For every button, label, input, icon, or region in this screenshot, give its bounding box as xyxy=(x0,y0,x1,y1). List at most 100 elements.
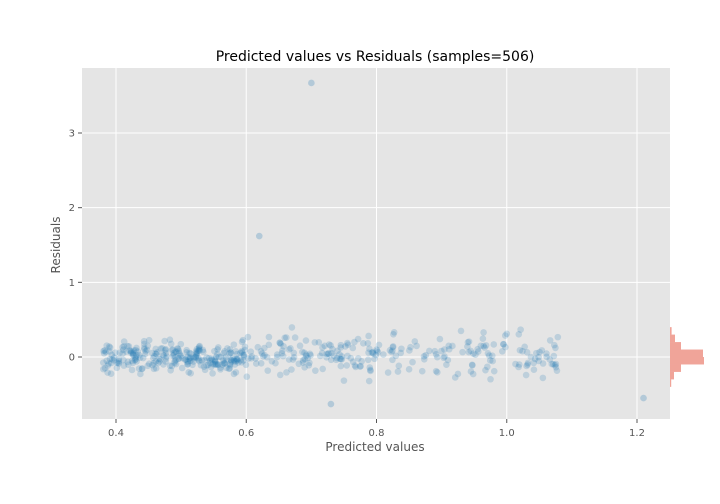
data-point xyxy=(522,371,530,379)
data-point xyxy=(184,357,191,365)
data-point xyxy=(515,363,522,371)
data-point xyxy=(480,329,487,336)
data-point xyxy=(273,353,281,361)
data-point xyxy=(500,340,507,348)
data-point xyxy=(130,352,137,359)
data-point xyxy=(211,355,219,363)
data-point xyxy=(181,356,189,363)
data-point xyxy=(374,349,382,356)
data-point xyxy=(325,350,332,358)
data-point xyxy=(264,367,272,374)
data-point xyxy=(543,353,550,361)
data-point xyxy=(296,342,304,350)
data-point xyxy=(500,340,507,348)
data-point xyxy=(279,352,287,360)
data-point xyxy=(245,355,252,362)
data-point xyxy=(285,346,293,353)
data-point xyxy=(323,350,330,358)
data-point xyxy=(521,343,528,351)
data-point xyxy=(372,351,380,359)
data-point xyxy=(211,357,219,365)
data-point xyxy=(299,359,307,366)
data-point xyxy=(290,349,298,357)
data-point xyxy=(241,343,249,350)
data-point xyxy=(519,347,526,355)
data-point xyxy=(152,365,160,372)
data-point xyxy=(380,351,387,358)
data-point xyxy=(426,347,433,355)
data-point xyxy=(100,349,108,357)
data-point xyxy=(132,356,140,363)
histogram-bar xyxy=(670,349,703,357)
data-point xyxy=(479,335,487,342)
data-point xyxy=(159,351,167,359)
data-point xyxy=(550,352,558,360)
data-point xyxy=(230,341,238,348)
data-point xyxy=(472,351,479,359)
data-point xyxy=(283,334,290,341)
data-point xyxy=(115,355,123,363)
data-point xyxy=(171,348,179,355)
data-point xyxy=(342,343,349,350)
data-point xyxy=(170,351,178,359)
data-point xyxy=(184,353,191,361)
data-point xyxy=(306,350,314,358)
data-point xyxy=(214,350,221,358)
data-point xyxy=(162,346,169,354)
data-point xyxy=(265,333,273,341)
data-point xyxy=(220,359,228,366)
data-point xyxy=(389,356,396,364)
data-point xyxy=(337,344,345,351)
data-point xyxy=(464,339,472,346)
data-point xyxy=(223,356,230,363)
data-point xyxy=(138,365,146,373)
data-point xyxy=(175,347,182,355)
data-point xyxy=(533,349,540,357)
data-point xyxy=(364,356,372,364)
data-point xyxy=(539,374,547,382)
data-point xyxy=(120,362,128,369)
histogram-bar xyxy=(670,379,672,387)
data-point xyxy=(105,343,113,350)
data-point xyxy=(464,343,471,350)
data-point xyxy=(211,347,218,355)
data-point xyxy=(186,349,193,357)
data-point xyxy=(291,334,299,341)
data-point xyxy=(553,367,561,374)
data-point xyxy=(552,360,560,368)
data-point xyxy=(311,339,319,346)
data-point xyxy=(111,349,119,357)
data-point xyxy=(100,347,107,355)
data-point xyxy=(128,348,135,356)
data-point xyxy=(233,350,241,358)
data-point xyxy=(129,359,137,367)
data-point xyxy=(185,369,193,376)
data-point xyxy=(183,349,190,356)
data-point xyxy=(171,358,178,365)
data-point xyxy=(351,338,358,346)
data-point xyxy=(336,351,343,358)
data-point xyxy=(119,350,126,357)
data-point xyxy=(268,358,276,365)
data-point xyxy=(237,357,245,364)
data-point xyxy=(389,343,397,350)
data-point xyxy=(302,337,310,344)
data-point xyxy=(503,330,511,338)
data-point xyxy=(196,347,203,355)
data-point xyxy=(209,370,216,377)
data-point xyxy=(252,360,260,367)
data-point xyxy=(108,359,115,367)
data-point xyxy=(441,353,448,360)
data-point xyxy=(484,349,492,357)
data-point xyxy=(554,333,562,341)
data-point xyxy=(438,347,445,355)
data-point xyxy=(172,360,180,368)
data-point xyxy=(469,362,476,369)
data-point xyxy=(238,349,246,356)
data-point xyxy=(524,361,531,368)
data-point xyxy=(321,342,329,350)
data-point xyxy=(431,347,439,355)
data-point xyxy=(230,356,238,363)
data-point xyxy=(226,361,234,369)
